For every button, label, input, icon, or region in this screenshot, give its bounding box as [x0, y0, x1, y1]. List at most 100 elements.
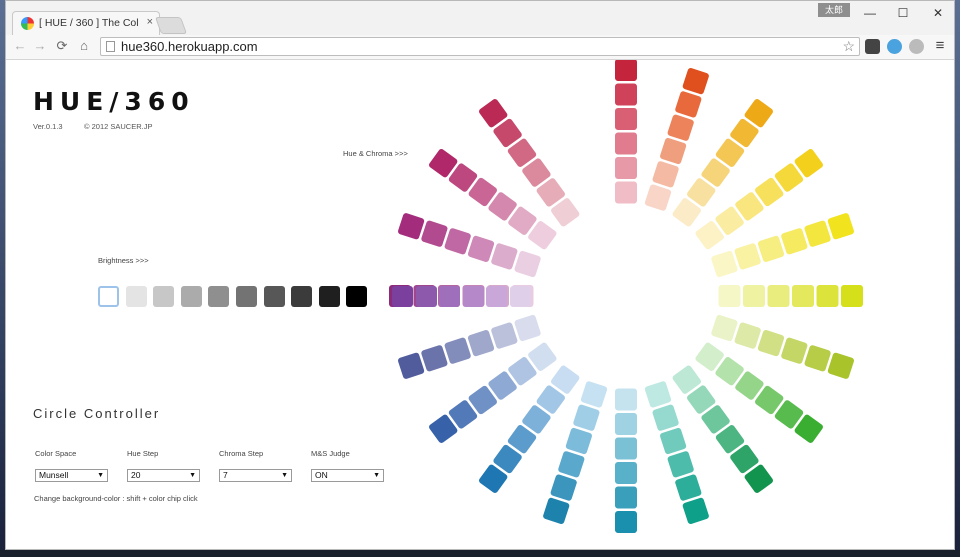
hue-chip[interactable] [841, 285, 863, 307]
hue-chip[interactable] [780, 337, 808, 365]
hue-chip[interactable] [550, 197, 581, 228]
hue-chip[interactable] [743, 463, 774, 494]
hue-chip[interactable] [615, 413, 637, 435]
hue-chip[interactable] [615, 132, 637, 155]
hue-chip[interactable] [487, 191, 518, 222]
hue-chip[interactable] [507, 356, 538, 387]
purple-chip[interactable] [392, 286, 413, 307]
hue-chip[interactable] [743, 98, 774, 129]
user-profile-badge[interactable]: 太郎 [818, 3, 850, 17]
menu-icon[interactable]: ≡ [935, 37, 945, 54]
hue-chip[interactable] [754, 385, 785, 416]
hue-chip[interactable] [514, 250, 542, 278]
hue-chip[interactable] [793, 148, 824, 179]
hue-chip[interactable] [615, 83, 637, 106]
hue-chip[interactable] [444, 227, 472, 255]
hue-chip[interactable] [421, 344, 449, 372]
site-logo[interactable]: HUE/360 [33, 87, 195, 116]
hue-chip[interactable] [694, 341, 725, 372]
bookmark-star-icon[interactable]: ☆ [842, 38, 855, 54]
hue-chip[interactable] [490, 243, 518, 271]
hue-chip[interactable] [715, 424, 746, 455]
hue-chip[interactable] [521, 157, 552, 188]
hue-chip[interactable] [615, 511, 637, 533]
hue-chip[interactable] [700, 157, 731, 188]
address-bar[interactable]: hue360.herokuapp.com ☆ [100, 37, 860, 56]
browser-tab[interactable]: [ HUE / 360 ] The Color Sc × [12, 11, 160, 35]
hue-chip[interactable] [615, 486, 637, 509]
hue-chip[interactable] [444, 337, 472, 365]
hue-chip[interactable] [492, 118, 523, 149]
hue-chip[interactable] [615, 108, 637, 130]
brightness-chip[interactable] [346, 286, 368, 307]
hue-chip[interactable] [659, 427, 687, 455]
hue-chip[interactable] [652, 404, 680, 432]
hue-chip[interactable] [428, 413, 459, 444]
hue-chip[interactable] [580, 381, 608, 409]
brightness-chip[interactable] [291, 286, 313, 307]
brightness-chip[interactable] [318, 286, 340, 307]
purple-chip[interactable] [486, 286, 507, 307]
hue-chip[interactable] [535, 177, 566, 208]
extension-icon[interactable] [865, 39, 880, 54]
hue-chip[interactable] [467, 177, 498, 208]
brightness-chip[interactable] [180, 286, 202, 307]
hue-chip[interactable] [542, 497, 570, 525]
hue-chip[interactable] [686, 384, 717, 415]
hue-chip[interactable] [674, 474, 702, 502]
hue-chip[interactable] [507, 205, 538, 236]
hue-chip[interactable] [667, 114, 695, 142]
hue-chip[interactable] [478, 463, 509, 494]
maximize-button[interactable]: ☐ [897, 6, 909, 20]
home-icon[interactable]: ⌂ [80, 38, 88, 53]
hue-chip[interactable] [734, 191, 765, 222]
hue-chip[interactable] [774, 162, 805, 193]
hue-chip[interactable] [490, 322, 518, 350]
reload-icon[interactable]: ⟳ [56, 38, 68, 53]
hue-chip[interactable] [743, 285, 765, 307]
hue-chip[interactable] [734, 370, 765, 401]
hue-chip[interactable] [467, 329, 495, 357]
hue-chip[interactable] [674, 91, 702, 119]
hue-chip[interactable] [780, 227, 808, 255]
hue-chip[interactable] [615, 437, 637, 460]
hue-chip[interactable] [527, 220, 558, 251]
hue-chip[interactable] [714, 356, 745, 387]
hue-chip[interactable] [550, 364, 581, 395]
hue-chip[interactable] [535, 384, 566, 415]
hue-chip[interactable] [757, 235, 785, 263]
hue-chip[interactable] [421, 220, 449, 248]
purple-chip[interactable] [439, 286, 460, 307]
back-icon[interactable]: ← [13, 38, 27, 53]
hue-chip[interactable] [682, 67, 710, 95]
hue-chip[interactable] [711, 314, 739, 342]
hue-chip[interactable] [774, 399, 805, 430]
hue-chip[interactable] [682, 497, 710, 525]
hue-chip[interactable] [729, 444, 760, 475]
brightness-chip[interactable] [125, 286, 147, 307]
hue-chip[interactable] [521, 404, 552, 435]
hue-chip[interactable] [448, 162, 479, 193]
minimize-button[interactable]: — [864, 6, 876, 20]
hue-chip[interactable] [729, 118, 760, 149]
hue-chip[interactable] [573, 404, 601, 432]
hue-chip[interactable] [767, 285, 790, 307]
hue-chip[interactable] [715, 137, 746, 168]
hue-chip[interactable] [615, 60, 637, 81]
hue-chip[interactable] [565, 427, 593, 455]
hue-chip[interactable] [615, 462, 637, 484]
hue-chip[interactable] [714, 205, 745, 236]
brightness-chip[interactable] [263, 286, 285, 307]
hue-chip[interactable] [686, 177, 717, 208]
hue-chip[interactable] [615, 388, 637, 411]
hue-chip[interactable] [659, 137, 687, 165]
hue-chip[interactable] [615, 157, 637, 179]
hue-step-select[interactable]: 20 ▼ [127, 469, 200, 482]
hue-chip[interactable] [428, 148, 459, 179]
hue-chip[interactable] [397, 352, 425, 380]
hue-chip[interactable] [487, 370, 518, 401]
hue-chip[interactable] [700, 404, 731, 435]
hue-chip[interactable] [644, 381, 672, 409]
hue-chip[interactable] [550, 474, 578, 502]
purple-chip[interactable] [415, 286, 437, 307]
